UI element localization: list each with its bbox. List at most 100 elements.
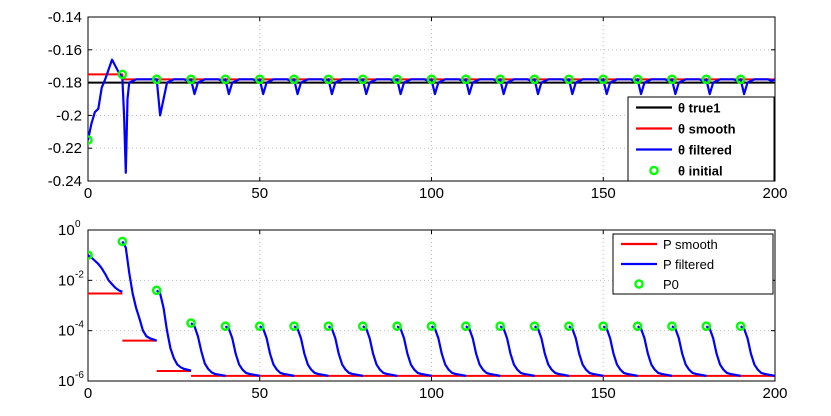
series-initial-marker [701,74,712,85]
series-initial-marker [495,74,506,85]
y-tick-label: -0.16 [48,42,82,59]
x-tick-label: 200 [762,185,787,202]
series-group [88,236,775,377]
x-tick-label: 100 [419,185,444,202]
y-tick-label: 10 [58,323,75,340]
series-p-filtered-segment [602,325,638,377]
series-p0-marker [735,321,746,332]
legend-label-smooth: θ smooth [678,122,736,137]
series-initial-marker [254,74,265,85]
series-initial-marker [598,74,609,85]
x-tick-label: 150 [591,185,616,202]
series-initial-marker [88,135,93,145]
series-initial-marker [117,69,128,80]
series-p0-marker [667,321,677,332]
y-tick-label: -0.22 [48,140,82,157]
series-initial-marker [461,74,471,85]
x-tick-label: 150 [591,385,616,402]
series-p-filtered-segment [740,325,775,377]
series-initial-marker [357,74,368,85]
y-tick-label: 10 [58,222,75,239]
y-tick-label: -0.18 [48,75,82,92]
series-p-filtered-segment [499,325,535,377]
legend-label-p0: P0 [663,277,679,292]
y-tick-exponent: -2 [75,269,84,280]
series-p0-marker [598,321,609,332]
series-p0-marker [220,321,231,332]
series-initial-marker [289,74,299,85]
tick-marks [87,229,776,382]
y-tick-exponent: 0 [75,219,81,230]
legend-label-initial: θ initial [678,164,723,179]
series-p0-marker [529,321,540,332]
legend-swatch-initial [649,165,659,176]
series-p0-marker [186,318,196,328]
x-tick-label: 200 [762,385,787,402]
series-initial-marker [529,74,540,85]
x-tick-label: 0 [84,385,92,402]
series-initial-marker [151,74,162,85]
series-p-filtered-segment [396,325,432,377]
series-initial-marker [667,74,677,85]
series-p0-marker [564,321,574,332]
series-p-filtered-segment [705,325,741,377]
series-p-filtered-segment [568,325,604,377]
series-p0-marker [323,321,334,332]
series-p-filtered-segment [293,325,329,377]
y-tick-exponent: -6 [75,370,84,381]
series-initial-marker [426,74,437,85]
chart-panel-1: 0 50 100 150 200 -0.14 -0.16 -0.18 -0.2 -0.22 -0.2… [48,9,788,202]
series-p-filtered-segment [430,325,467,377]
series-p0-marker [254,321,265,332]
series-p0-marker [289,321,299,332]
series-p-filtered-segment [224,325,260,377]
legend: P smooth P filtered P0 [612,233,774,295]
series-p0-marker [117,236,128,247]
series-p0-marker [632,321,643,332]
y-tick-label: -0.24 [48,173,82,190]
series-p-filtered-segment [259,325,295,377]
legend-label-p-smooth: P smooth [663,237,718,252]
x-tick-label: 50 [251,385,268,402]
legend-label-true1: θ true1 [678,101,720,116]
y-tick-label: -0.2 [56,107,82,124]
series-p0-marker [495,321,506,332]
series-p-filtered-segment [327,325,364,377]
series-p0-marker [151,285,162,296]
series-initial-marker [186,74,196,85]
y-tick-label: -0.14 [48,9,82,26]
y-tick-label: 10 [58,373,75,390]
series-p-filtered-segment [671,325,707,377]
y-tick-exponent: -4 [75,320,84,331]
series-p-filtered-segment [121,240,158,342]
series-p-filtered-segment [636,325,673,377]
series-initial-marker [392,74,402,85]
series-p-filtered-segment [155,289,192,372]
series-p0-marker [426,321,437,332]
series-p-filtered-segment [362,325,398,377]
legend: θ true1 θ smooth θ filtered θ initial [627,96,775,182]
series-p-filtered-segment [465,325,501,377]
legend-label-filtered: θ filtered [678,143,732,158]
series-initial-marker [220,74,231,85]
series-group [88,58,775,174]
y-tick-label: 10 [58,272,75,289]
series-initial-marker [564,74,574,85]
x-tick-label: 50 [251,185,268,202]
series-p0-marker [392,321,402,332]
series-p-filtered-segment [88,254,123,293]
series-p0-marker [461,321,471,332]
x-tick-label: 100 [419,385,444,402]
x-tick-label: 0 [84,185,92,202]
series-initial-marker [323,74,334,85]
series-initial-marker [735,74,746,85]
legend-label-p-filtered: P filtered [663,257,714,272]
series-p-filtered-segment [533,325,570,377]
series-initial-marker [632,74,643,85]
series-p0-marker [357,321,368,332]
legend-swatch-p0 [634,279,644,289]
series-p-filtered-segment [190,322,226,377]
series-p0-marker [88,250,93,260]
